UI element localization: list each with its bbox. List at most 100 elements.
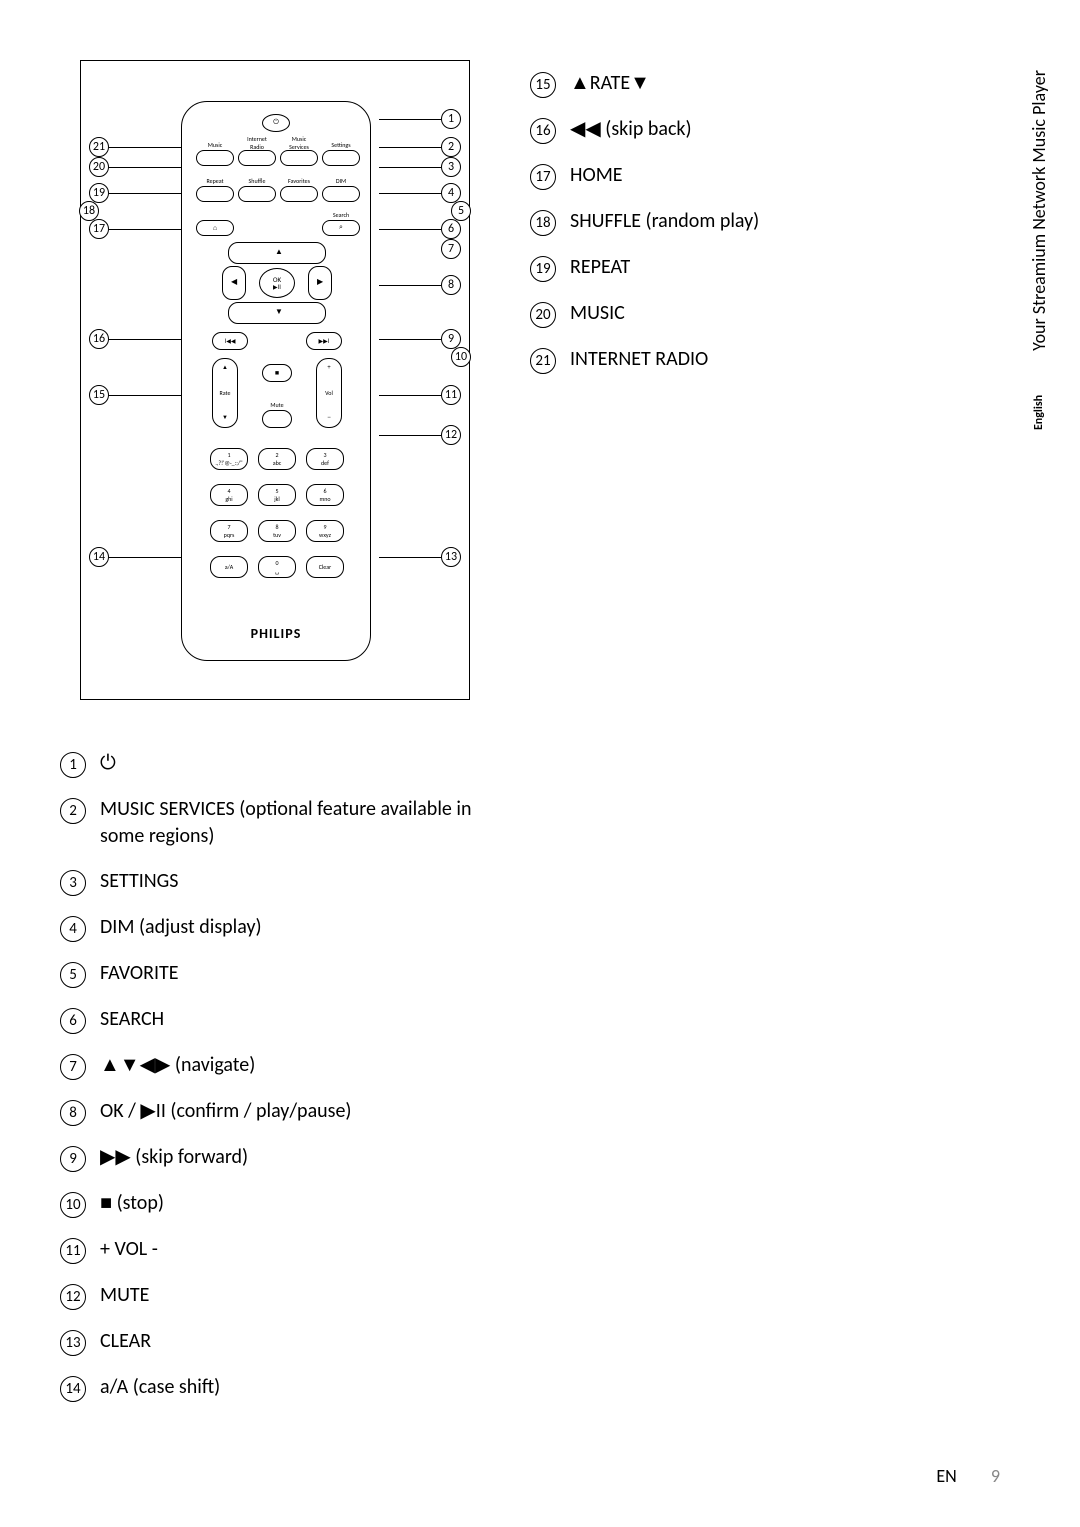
dpad-right: ▶: [308, 266, 332, 300]
legend-num: 17: [530, 164, 556, 190]
key-num: 0: [275, 559, 278, 567]
legend-item-20: 20 MUSIC: [530, 300, 1020, 328]
footer-lang: EN: [936, 1465, 956, 1487]
search-icon: ⌕: [339, 224, 343, 232]
legend-text: + VOL -: [100, 1236, 158, 1263]
home-button: ⌂: [196, 220, 234, 236]
legend-num: 15: [530, 72, 556, 98]
remote-diagram: ⏻ Music InternetRadio MusicServices Sett…: [80, 60, 470, 700]
skip-back-icon: І◀◀: [225, 338, 236, 345]
key-6: 6mno: [306, 484, 344, 506]
legend-item-19: 19REPEAT: [530, 254, 1020, 282]
callout-10: 10: [451, 347, 471, 367]
legend-num: 8: [60, 1100, 86, 1126]
key-sub: def: [321, 459, 329, 467]
label: Radio: [250, 143, 264, 151]
legend-text: HOME: [570, 162, 623, 189]
legend-item-8: 8OK / ▶ІІ (confirm / play/pause): [60, 1098, 480, 1126]
legend-text: ▲RATE▼: [570, 70, 650, 97]
dpad-up: ▲: [228, 242, 326, 264]
legend-item-13: 13 CLEAR: [60, 1328, 480, 1356]
label: Internet: [247, 135, 267, 143]
legend-num: 11: [60, 1238, 86, 1264]
key-sub: ghi: [225, 495, 232, 503]
vol-up-icon: +: [327, 365, 331, 371]
rate-rocker: ▲ Rate ▼: [212, 358, 238, 428]
page: ⏻ Music InternetRadio MusicServices Sett…: [0, 0, 1080, 1527]
vol-down-icon: −: [327, 415, 331, 421]
lead: [379, 557, 441, 558]
key-num: 6: [323, 487, 326, 495]
home-icon: ⌂: [213, 225, 217, 232]
stop-icon: ■: [275, 370, 279, 377]
music-services-button: MusicServices: [280, 150, 318, 166]
legend-item-21: 21INTERNET RADIO: [530, 346, 1020, 374]
label: DIM: [323, 177, 359, 185]
key-sub: .,?!'@-_:;/": [215, 459, 242, 467]
key-Clear: Clear: [306, 556, 344, 578]
footer: EN 9: [936, 1465, 1000, 1487]
legend-right: 15▲RATE▼16◀◀ (skip back)17HOME18SHUFFLE …: [530, 70, 1020, 374]
legend-num: 19: [530, 256, 556, 282]
key-sub: mno: [319, 495, 330, 503]
lead: [379, 435, 441, 436]
lead: [379, 229, 441, 230]
key-sub: abc: [273, 459, 282, 467]
callout-19: 19: [89, 183, 109, 203]
legend-text: INTERNET RADIO: [570, 346, 708, 373]
key-num: 5: [275, 487, 278, 495]
skip-back-button: І◀◀: [212, 332, 248, 350]
callout-15: 15: [89, 385, 109, 405]
legend-num: 14: [60, 1376, 86, 1402]
callout-5: 5: [451, 201, 471, 221]
label: Search: [323, 211, 359, 219]
legend-item-1: 1⏻: [60, 750, 480, 778]
label: Mute: [263, 401, 291, 409]
label: Settings: [323, 141, 359, 149]
legend-item-16: 16◀◀ (skip back): [530, 116, 1020, 144]
callout-21: 21: [89, 137, 109, 157]
vol-rocker: + Vol −: [316, 358, 342, 428]
key-num: 1: [227, 451, 230, 459]
legend-num: 12: [60, 1284, 86, 1310]
legend-num: 5: [60, 962, 86, 988]
callout-9: 9: [441, 329, 461, 349]
legend-text: MUSIC SERVICES (optional feature availab…: [100, 796, 480, 850]
key-a/A: a/A: [210, 556, 248, 578]
favorites-button: Favorites: [280, 186, 318, 202]
legend-item-17: 17 HOME: [530, 162, 1020, 190]
legend-item-14: 14 a/A (case shift): [60, 1374, 480, 1402]
key-sub: tuv: [273, 531, 281, 539]
legend-num: 9: [60, 1146, 86, 1172]
lead: [379, 395, 441, 396]
callout-16: 16: [89, 329, 109, 349]
lead: [109, 193, 181, 194]
remote-body: ⏻ Music InternetRadio MusicServices Sett…: [181, 101, 371, 661]
legend-num: 20: [530, 302, 556, 328]
key-num: Clear: [319, 563, 332, 571]
key-sub: wxyz: [319, 531, 331, 539]
down-icon: ▼: [275, 307, 283, 317]
key-num: 4: [227, 487, 230, 495]
lead: [109, 167, 181, 168]
power-icon: ⏻: [273, 119, 279, 127]
lead: [379, 147, 441, 148]
legend-text: CLEAR: [100, 1328, 151, 1355]
dpad-down: ▼: [228, 302, 326, 324]
side-tab: English Your Streamium Network Music Pla…: [1028, 70, 1050, 430]
key-2: 2abc: [258, 448, 296, 470]
lead: [379, 167, 441, 168]
legend-num: 3: [60, 870, 86, 896]
left-column: ⏻ Music InternetRadio MusicServices Sett…: [60, 60, 480, 1487]
legend-left: 1⏻2MUSIC SERVICES (optional feature avai…: [60, 750, 480, 1402]
callout-11: 11: [441, 385, 461, 405]
legend-text: MUSIC: [570, 300, 625, 327]
legend-text: a/A (case shift): [100, 1374, 220, 1401]
legend-text: SHUFFLE (random play): [570, 208, 759, 235]
key-num: 7: [227, 523, 230, 531]
callout-17: 17: [89, 219, 109, 239]
callout-12: 12: [441, 425, 461, 445]
legend-num: 13: [60, 1330, 86, 1356]
chapter-title: Your Streamium Network Music Player: [1028, 70, 1050, 351]
key-num: a/A: [225, 563, 233, 571]
